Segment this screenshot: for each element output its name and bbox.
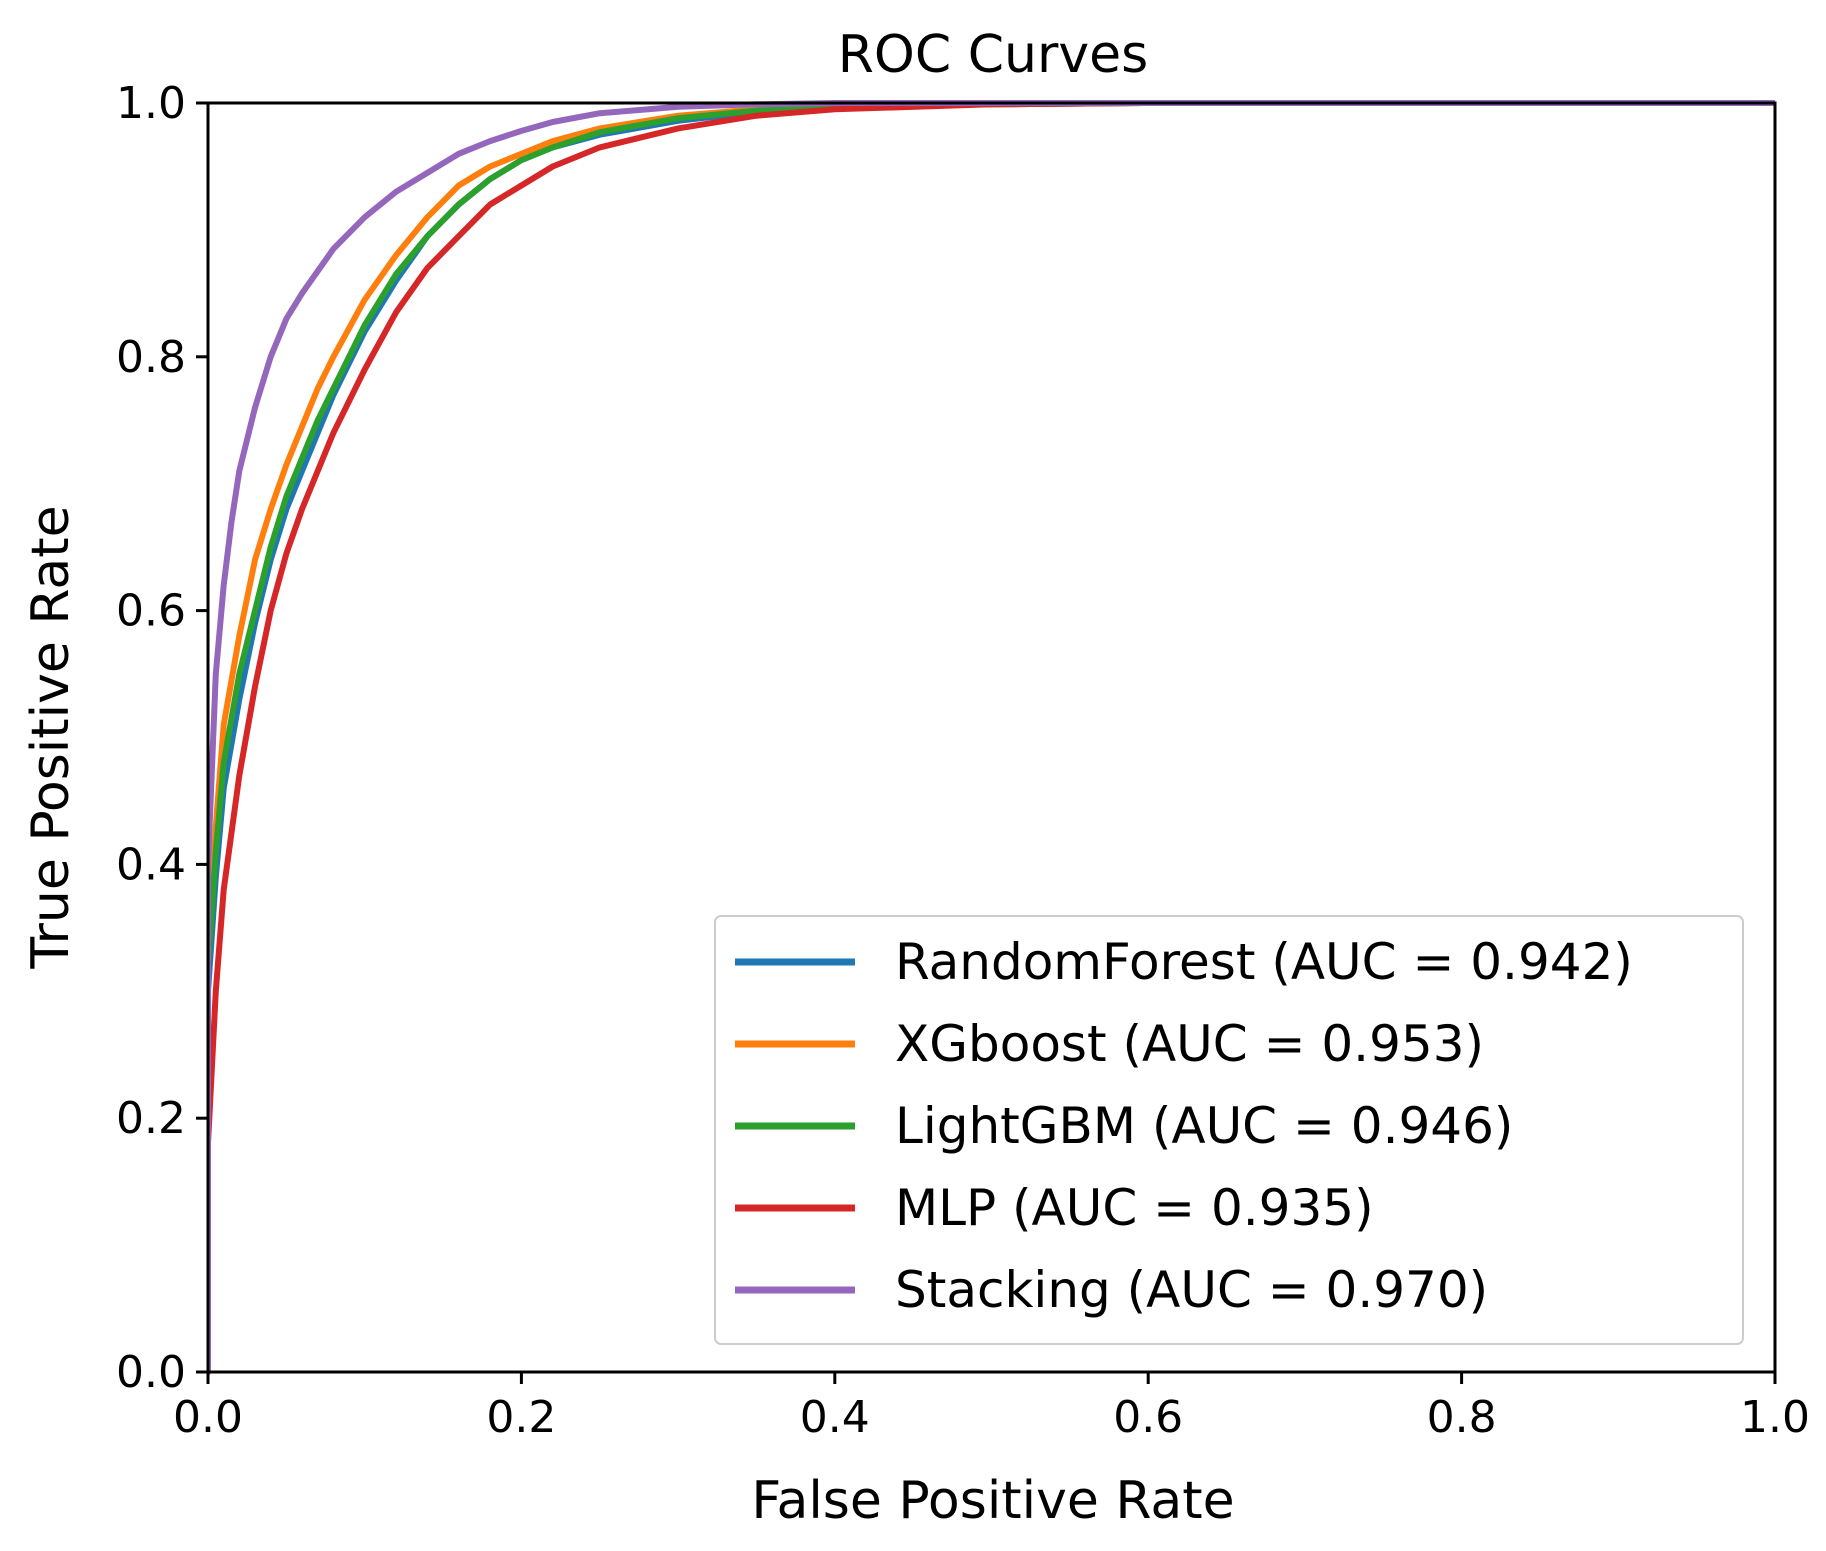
y-tick-label: 0.4 [116, 839, 186, 890]
legend-label-randomforest: RandomForest (AUC = 0.942) [895, 933, 1633, 991]
legend: RandomForest (AUC = 0.942) XGboost (AUC =… [714, 915, 1744, 1345]
y-axis-ticks: 0.0 0.2 0.4 0.6 0.8 1.0 [116, 78, 208, 1398]
x-tick-label: 0.8 [1427, 1392, 1497, 1443]
legend-label-lightgbm: LightGBM (AUC = 0.946) [895, 1097, 1513, 1155]
x-tick-label: 0.6 [1113, 1392, 1183, 1443]
y-tick-label: 1.0 [116, 78, 186, 129]
x-tick-label: 1.0 [1740, 1392, 1810, 1443]
legend-box [714, 915, 1744, 1345]
chart-title: ROC Curves [838, 25, 1148, 85]
x-tick-label: 0.2 [486, 1392, 556, 1443]
x-tick-label: 0.0 [173, 1392, 243, 1443]
legend-label-stacking: Stacking (AUC = 0.970) [895, 1261, 1488, 1319]
y-tick-label: 0.2 [116, 1093, 186, 1144]
y-axis-title: True Positive Rate [21, 505, 81, 969]
y-tick-label: 0.8 [116, 332, 186, 383]
legend-label-xgboost: XGboost (AUC = 0.953) [895, 1015, 1484, 1073]
y-tick-label: 0.6 [116, 586, 186, 637]
legend-label-mlp: MLP (AUC = 0.935) [895, 1179, 1374, 1237]
x-axis-title: False Positive Rate [751, 1471, 1234, 1531]
x-tick-label: 0.4 [800, 1392, 870, 1443]
x-axis-ticks: 0.0 0.2 0.4 0.6 0.8 1.0 [173, 1372, 1810, 1443]
y-tick-label: 0.0 [116, 1347, 186, 1398]
plot-frame [206, 101, 1777, 1374]
